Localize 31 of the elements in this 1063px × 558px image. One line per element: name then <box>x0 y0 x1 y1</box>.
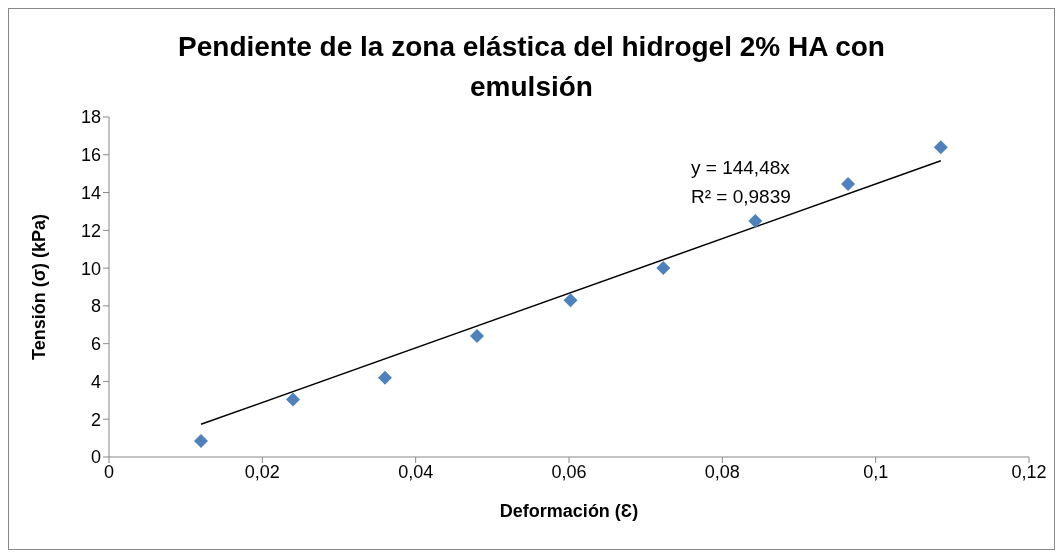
x-tick-label: 0,12 <box>1011 461 1047 482</box>
annotation: R² = 0,9839 <box>691 186 791 208</box>
point <box>563 293 578 308</box>
point <box>656 261 671 276</box>
y-axis-title: Tensión (σ) (kPa) <box>29 214 50 360</box>
x-tick-label: 0 <box>103 461 115 482</box>
x-tick-label: 0,02 <box>244 461 280 482</box>
x-axis-title: Deformación (Ɛ) <box>499 501 639 521</box>
y-tick-label: 0 <box>90 447 101 468</box>
y-tick-label: 16 <box>80 145 101 166</box>
y-tick-label: 18 <box>80 107 101 128</box>
y-tick-label: 12 <box>80 220 101 241</box>
annotation: y = 144,48x <box>691 157 790 179</box>
point <box>841 177 856 192</box>
y-tick-label: 2 <box>90 409 101 430</box>
x-tick-label: 0,06 <box>551 461 587 482</box>
point <box>378 370 392 385</box>
y-tick-label: 6 <box>90 334 101 355</box>
point <box>748 213 763 228</box>
x-tick-label: 0,1 <box>863 461 889 482</box>
chart-title: Pendiente de la zona elástica del hidrogel 2% HA con emulsión <box>177 30 886 104</box>
y-tick-label: 8 <box>90 296 101 317</box>
point <box>470 329 484 344</box>
y-tick-label: 10 <box>80 258 101 279</box>
point <box>933 140 948 155</box>
x-tick-label: 0,08 <box>704 461 740 482</box>
y-tick-label: 4 <box>90 371 101 392</box>
point <box>286 392 300 407</box>
point <box>194 433 208 448</box>
y-tick-label: 14 <box>80 182 101 203</box>
x-tick-label: 0,04 <box>398 461 434 482</box>
